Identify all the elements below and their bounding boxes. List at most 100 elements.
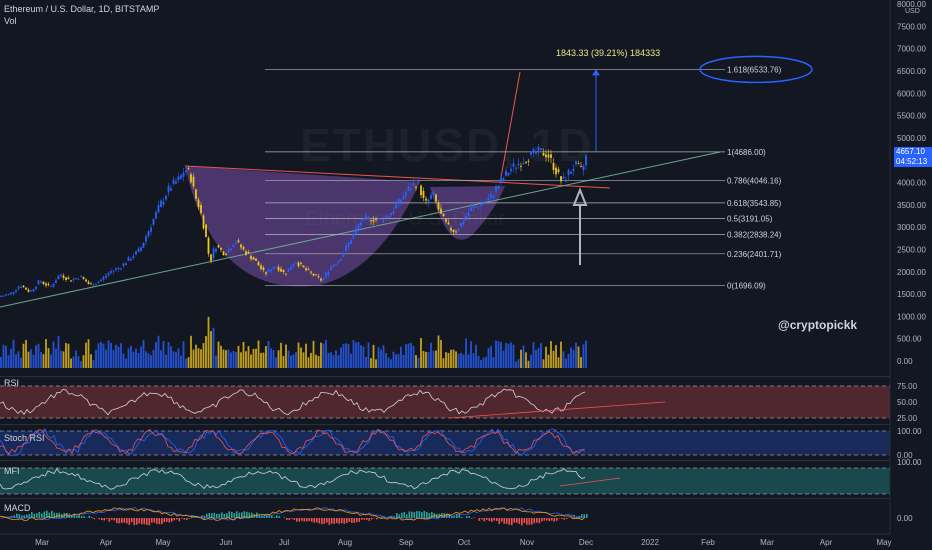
macd-histogram-bar <box>343 518 346 524</box>
volume-bar <box>200 349 202 368</box>
volume-bar <box>545 346 547 368</box>
macd-label[interactable]: MACD <box>4 503 31 513</box>
volume-bar <box>362 346 365 368</box>
candle-body <box>332 264 335 267</box>
volume-bar <box>575 342 577 368</box>
volume-bar <box>345 343 347 368</box>
candle-body <box>505 170 507 177</box>
candle-body <box>90 283 92 285</box>
volume-bar <box>540 343 542 368</box>
volume-bar <box>195 344 197 368</box>
watermark-symbol: ETHUSD, 1D <box>300 118 593 172</box>
rsi-trend-line <box>449 401 666 419</box>
volume-bar <box>152 349 155 368</box>
volume-bar <box>300 347 302 368</box>
macd-histogram-bar <box>53 512 56 518</box>
candle-body <box>347 242 350 248</box>
macd-histogram-bar <box>426 511 428 518</box>
macd-histogram-bar <box>483 518 486 522</box>
stoch-rsi-label[interactable]: Stoch RSI <box>4 433 45 443</box>
indicator-tick-label: 100.00 <box>897 458 922 467</box>
macd-histogram-bar <box>503 518 506 524</box>
macd-histogram-bar <box>233 513 236 518</box>
candle-body <box>120 268 122 270</box>
volume-bar <box>502 350 505 368</box>
volume-bar <box>105 349 107 368</box>
indicator-tick-label: 100.00 <box>897 427 922 436</box>
time-tick-label: Apr <box>820 538 833 547</box>
mfi-trend-line <box>559 477 621 487</box>
volume-bar <box>450 349 452 368</box>
volume-bar <box>555 345 557 368</box>
candle-body <box>427 199 430 204</box>
macd-histogram-bar <box>126 518 128 524</box>
macd-histogram-bar <box>313 518 316 523</box>
candle-body <box>57 275 60 280</box>
volume-bar <box>460 352 462 368</box>
candle-body <box>5 294 7 296</box>
breakout-arrow-icon <box>572 187 588 265</box>
volume-bar <box>510 342 512 368</box>
volume-bar <box>567 353 570 368</box>
candle-body <box>75 278 77 280</box>
macd-histogram-bar <box>18 514 21 518</box>
candle-body <box>440 208 442 214</box>
volume-bar <box>50 354 52 368</box>
macd-histogram-bar <box>546 518 548 521</box>
volume-bar <box>365 356 367 368</box>
candle-body <box>570 171 572 174</box>
candle-body <box>295 262 297 264</box>
indicator-tick-label: 50.00 <box>897 398 918 407</box>
volume-label[interactable]: Vol <box>4 16 17 26</box>
macd-histogram-bar <box>383 517 386 518</box>
macd-histogram-bar <box>276 515 278 518</box>
time-tick-label: Dec <box>579 538 593 547</box>
volume-bar <box>305 343 307 368</box>
macd-histogram-bar <box>146 518 148 525</box>
candle-body <box>542 153 545 156</box>
macd-histogram-bar <box>208 513 211 518</box>
candle-body <box>322 277 325 280</box>
volume-bar <box>535 350 537 368</box>
volume-bar <box>307 357 310 368</box>
candle-body <box>180 175 182 179</box>
macd-histogram-bar <box>248 512 251 518</box>
macd-histogram-bar <box>171 518 173 522</box>
candle-body <box>12 292 15 294</box>
macd-histogram-bar <box>38 511 41 518</box>
volume-bar <box>525 352 527 368</box>
mfi-label[interactable]: MFI <box>4 466 20 476</box>
candle-body <box>125 263 127 265</box>
volume-bar <box>552 350 555 368</box>
rsi-label[interactable]: RSI <box>4 378 20 388</box>
volume-bar <box>335 350 337 368</box>
volume-bar <box>390 359 392 368</box>
volume-bar <box>52 341 55 368</box>
volume-bar <box>192 349 195 368</box>
symbol-title[interactable]: Ethereum / U.S. Dollar, 1D, BITSTAMP <box>4 4 160 14</box>
current-price-value: 4657.10 <box>896 147 925 156</box>
volume-bar <box>157 335 160 368</box>
candle-body <box>300 262 302 264</box>
pane-divider <box>0 376 890 377</box>
macd-histogram-bar <box>338 518 341 524</box>
candle-body <box>130 259 132 261</box>
candle-body <box>352 233 355 239</box>
volume-bar <box>452 349 455 368</box>
volume-bar <box>127 348 130 368</box>
macd-histogram-bar <box>43 511 46 518</box>
volume-bar <box>440 339 442 368</box>
volume-bar <box>37 343 40 368</box>
volume-bar <box>235 352 237 368</box>
volume-bar <box>242 341 245 368</box>
candle-body <box>410 188 412 190</box>
volume-bar <box>320 342 322 368</box>
macd-histogram-bar <box>401 512 403 518</box>
candle-body <box>407 186 410 192</box>
candle-body <box>60 274 62 277</box>
volume-bar <box>122 353 125 368</box>
candle-body <box>520 165 522 167</box>
candle-body <box>137 248 140 252</box>
candle-body <box>482 203 485 205</box>
macd-histogram-bar <box>458 514 461 518</box>
